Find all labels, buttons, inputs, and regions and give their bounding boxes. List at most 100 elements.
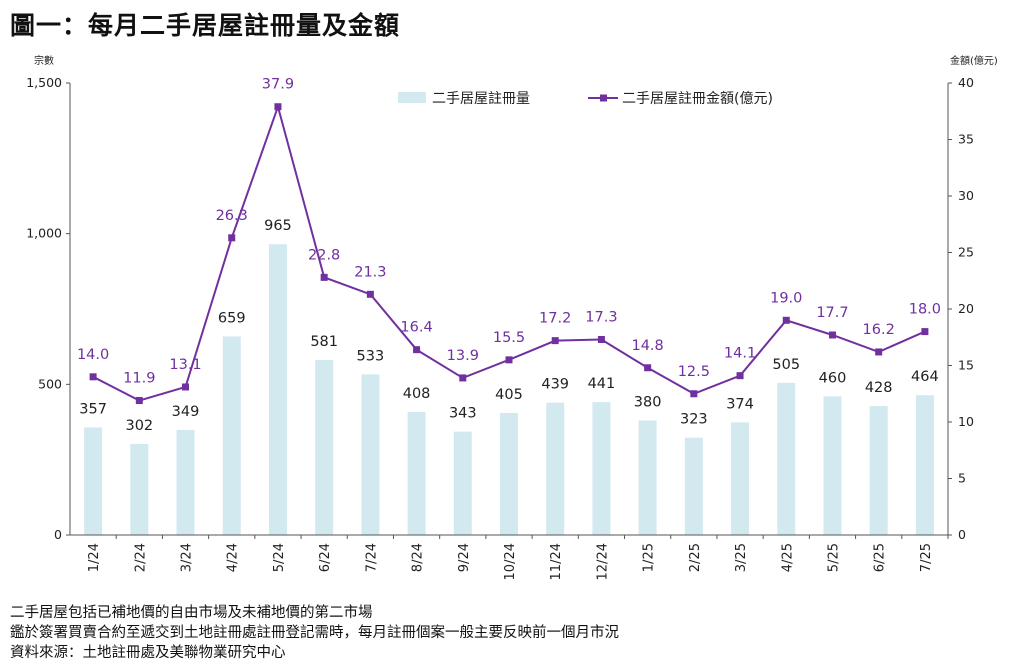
line-value-label: 17.2 — [539, 311, 571, 327]
line-value-label: 37.9 — [262, 77, 294, 93]
line-marker — [182, 383, 190, 391]
left-axis-title: 宗數 — [34, 54, 54, 67]
bar-value-label: 581 — [310, 334, 338, 350]
line-value-label: 15.5 — [493, 330, 525, 346]
bar — [222, 336, 241, 535]
bar — [546, 402, 565, 535]
line-series — [89, 103, 929, 405]
bar-value-label: 343 — [449, 406, 477, 422]
bar — [777, 382, 796, 535]
bar-value-label: 302 — [125, 418, 153, 434]
x-tick-label: 3/24 — [180, 543, 195, 572]
line-value-label: 16.4 — [400, 320, 432, 336]
bar — [592, 402, 611, 535]
line-value-label: 12.5 — [678, 364, 710, 380]
right-axis: 金額(億元) 0 5 10 15 20 25 30 35 40 — [947, 54, 998, 542]
line-value-label: 17.7 — [816, 305, 848, 321]
data-labels: 357 302 349 659 965 581 533 408 343 405 439 441 380 3… — [77, 77, 941, 434]
x-tick-label: 6/25 — [873, 543, 888, 572]
bar-value-label: 659 — [218, 310, 246, 326]
x-tick-label: 9/24 — [457, 543, 472, 572]
bar-value-label: 460 — [819, 370, 847, 386]
line-marker — [597, 336, 605, 344]
x-tick-label: 8/24 — [411, 543, 426, 572]
bar — [84, 427, 103, 535]
line-marker — [135, 397, 143, 405]
line-marker — [89, 373, 97, 381]
x-tick-label: 5/24 — [272, 543, 287, 572]
right-tick-label: 20 — [958, 301, 974, 316]
x-tick-label: 11/24 — [549, 543, 564, 580]
x-tick-label: 10/24 — [503, 543, 518, 580]
bar — [823, 396, 842, 535]
right-tick-label: 10 — [958, 414, 974, 429]
line-marker — [459, 374, 467, 382]
line-marker — [366, 290, 374, 298]
bar — [915, 395, 934, 535]
left-axis: 宗數 0 500 1,000 1,500 — [26, 54, 71, 542]
line-marker — [921, 328, 929, 336]
chart-title: 圖一：每月二手居屋註冊量及金額 — [10, 11, 401, 40]
line-marker — [413, 346, 421, 354]
left-tick-label: 0 — [54, 527, 62, 542]
bar — [130, 443, 149, 535]
line-marker — [274, 103, 282, 111]
right-tick-label: 40 — [958, 75, 974, 90]
x-tick-label: 2/25 — [688, 543, 703, 572]
line-value-label: 11.9 — [123, 371, 155, 387]
left-tick-label: 1,500 — [26, 75, 62, 90]
right-axis-title: 金額(億元) — [950, 54, 998, 67]
legend-bar-swatch — [398, 92, 426, 103]
right-tick-label: 35 — [958, 132, 974, 147]
bar-value-label: 408 — [403, 386, 431, 402]
line-value-label: 18.0 — [909, 302, 941, 318]
left-tick-label: 500 — [38, 376, 62, 391]
footnote: 二手居屋包括已補地價的自由市場及未補地價的第二市場 — [10, 605, 373, 621]
line-marker — [782, 316, 790, 324]
line-value-label: 26.3 — [216, 208, 248, 224]
line-value-label: 22.8 — [308, 247, 340, 263]
legend-bar-label: 二手居屋註冊量 — [432, 91, 530, 107]
bar-series — [84, 244, 934, 536]
x-tick-label: 3/25 — [734, 543, 749, 572]
x-tick-label: 7/24 — [364, 543, 379, 572]
footnote: 鑑於簽署買賣合約至遞交到土地註冊處註冊登記需時，每月註冊個案一般主要反映前一個月… — [10, 625, 619, 641]
line-value-label: 13.9 — [447, 348, 479, 364]
line-value-label: 21.3 — [354, 264, 386, 280]
line-marker — [644, 364, 652, 372]
bar — [453, 431, 472, 535]
line-value-label: 19.0 — [770, 290, 802, 306]
line-value-label: 17.3 — [585, 310, 617, 326]
right-tick-label: 5 — [958, 471, 966, 486]
bar-value-label: 374 — [726, 396, 754, 412]
bar — [361, 374, 380, 535]
right-tick-label: 30 — [958, 188, 974, 203]
x-tick-label: 1/24 — [87, 543, 102, 572]
bar — [407, 412, 426, 535]
legend-line-label: 二手居屋註冊金額(億元) — [622, 91, 773, 107]
bar-value-label: 533 — [357, 348, 385, 364]
line-marker — [690, 390, 698, 398]
legend: 二手居屋註冊量 二手居屋註冊金額(億元) — [398, 91, 773, 107]
x-tick-label: 4/25 — [780, 543, 795, 572]
x-tick-label: 12/24 — [595, 543, 610, 580]
right-tick-label: 25 — [958, 245, 974, 260]
bar — [684, 437, 703, 535]
bar-value-label: 965 — [264, 218, 292, 234]
x-tick-label: 6/24 — [318, 543, 333, 572]
bar-value-label: 357 — [79, 401, 107, 417]
line-marker — [736, 372, 744, 380]
bar — [638, 420, 657, 535]
bar-value-label: 464 — [911, 369, 939, 385]
bar-value-label: 505 — [772, 357, 800, 373]
footnotes: 二手居屋包括已補地價的自由市場及未補地價的第二市場 鑑於簽署買賣合約至遞交到土地… — [10, 603, 619, 663]
bar — [315, 359, 334, 535]
line-value-label: 16.2 — [863, 322, 895, 338]
bar-value-label: 349 — [172, 404, 200, 420]
x-tick-label: 2/24 — [133, 543, 148, 572]
line-marker — [551, 337, 559, 345]
line-value-label: 14.1 — [724, 346, 756, 362]
line-value-label: 13.1 — [169, 357, 201, 373]
x-axis: 1/24 2/24 3/24 4/24 5/24 6/24 7/24 8/24 9/24 10/2… — [70, 534, 949, 580]
bar-value-label: 441 — [588, 376, 616, 392]
